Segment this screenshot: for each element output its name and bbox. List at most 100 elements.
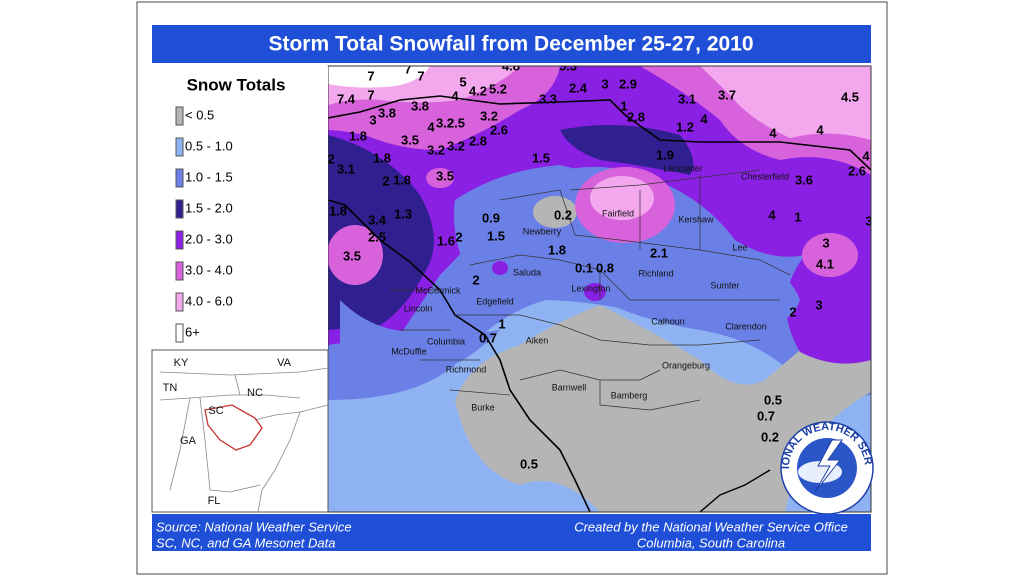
legend-label: 1.5 - 2.0 [185,200,233,215]
snowfall-value: 1.8 [548,242,566,257]
state-label: TN [163,382,178,394]
snowfall-value: 2 [789,304,796,319]
snowfall-value: 7 [417,68,424,83]
legend-label: 3.0 - 4.0 [185,262,233,277]
title-bar [152,25,871,63]
legend: < 0.5 0.5 - 1.0 1.0 - 1.5 1.5 - 2.0 2.0 - 3.… [175,106,233,343]
snowfall-value: 5.2 [489,81,507,96]
snowfall-value: 5 [459,74,466,89]
snowfall-value: 2.4 [569,80,588,95]
legend-label: < 0.5 [185,107,214,122]
snowfall-value: 4 [769,125,777,140]
legend-label: 2.0 - 3.0 [185,231,233,246]
legend-swatch [175,230,184,250]
snowfall-value: 3.8 [411,98,429,113]
state-label: NC [247,387,263,399]
snowfall-value: 2 [472,272,479,287]
snowfall-value: 2 [327,151,334,166]
snowfall-value: 2.9 [619,76,637,91]
snowfall-value: 1.8 [373,150,391,165]
snowfall-value: 4 [768,207,776,222]
snowfall-value: 4 [862,148,870,163]
snowfall-value: 3.3 [539,91,557,106]
county-label: Chesterfield [741,171,789,181]
map: Newberry Fairfield Lancaster Chesterfield Ke… [327,58,871,512]
county-label: Burke [471,402,495,412]
snowfall-value: 0.8 [596,260,614,275]
snowfall-value: 1.6 [437,233,455,248]
snowfall-value: 2 [455,229,462,244]
county-label: Barnwell [552,382,587,392]
legend-label: 6+ [185,324,200,339]
legend-swatch [175,292,184,312]
county-label: McCormick [416,285,461,295]
snow-area [328,66,871,364]
county-label: Columbia [427,336,465,346]
snowfall-value: 5.3 [559,58,577,73]
snowfall-value: 3.5 [401,132,419,147]
snow-area [802,233,858,277]
legend-swatch [175,199,184,219]
snowfall-value: 2.8 [627,109,645,124]
county-label: Bamberg [611,390,648,400]
county-label: Lancaster [663,163,703,173]
snowfall-value: 1.8 [393,172,411,187]
snowfall-value: 4.5 [841,89,859,104]
snowfall-value: 3.6 [795,172,813,187]
snowfall-value: 2.8 [469,133,487,148]
snowfall-value: 0.2 [761,429,779,444]
snowfall-value: 4 [700,111,708,126]
footer-bar [152,514,871,551]
legend-swatch [175,106,184,126]
footer-credit: Created by the National Weather Service … [574,519,848,534]
snowfall-value: 0.5 [764,392,782,407]
snowfall-value: 0.5 [520,456,538,471]
snowfall-value: 3.5 [343,248,361,263]
snowfall-value: 1.5 [487,228,505,243]
snowfall-value: 1.9 [656,147,674,162]
legend-title: Snow Totals [187,75,286,94]
county-label: Lincoln [404,303,433,313]
county-label: Lee [732,242,747,252]
legend-label: 1.0 - 1.5 [185,169,233,184]
snowfall-value: 2.6 [848,163,866,178]
legend-swatch [175,137,184,157]
snowfall-value: 1.3 [394,206,412,221]
snowfall-value: 3.4 [368,212,387,227]
county-label: Richmond [446,364,487,374]
state-label: VA [277,357,292,369]
inset-map: KY VA TN NC SC GA FL [151,349,329,513]
snowfall-value: 3 [601,76,608,91]
snowfall-value: 3 [822,235,829,250]
county-label: Richland [638,268,673,278]
snowfall-value: 1.8 [349,128,367,143]
footer-credit: Columbia, South Carolina [637,535,785,550]
snowfall-value: 1.5 [532,150,550,165]
county-label: Calhoun [651,316,685,326]
snowfall-value: 2.6 [490,122,508,137]
county-label: Edgefield [476,296,514,306]
snow-area [328,225,383,285]
snowfall-value: 7 [367,87,374,102]
snowfall-value: 1 [620,98,627,113]
snow-area [590,176,654,220]
county-label: Aiken [526,335,549,345]
snowfall-value: 0.7 [479,330,497,345]
legend-label: 0.5 - 1.0 [185,138,233,153]
county-label: Newberry [523,226,562,236]
snowfall-value: 1 [794,209,801,224]
snowfall-value: 0.9 [482,210,500,225]
snowfall-value: 4.1 [816,256,834,271]
state-label: KY [174,357,189,369]
legend-swatch [175,168,184,188]
county-lines [390,169,791,411]
snowfall-value: 3.2 [480,108,498,123]
snowfall-value: 7 [367,68,374,83]
county-label: Kershaw [678,214,714,224]
legend-swatch [175,261,184,281]
footer-source: Source: National Weather Service [156,519,352,534]
snowfall-value: 2 [382,173,389,188]
snowfall-value: 4 [816,122,824,137]
